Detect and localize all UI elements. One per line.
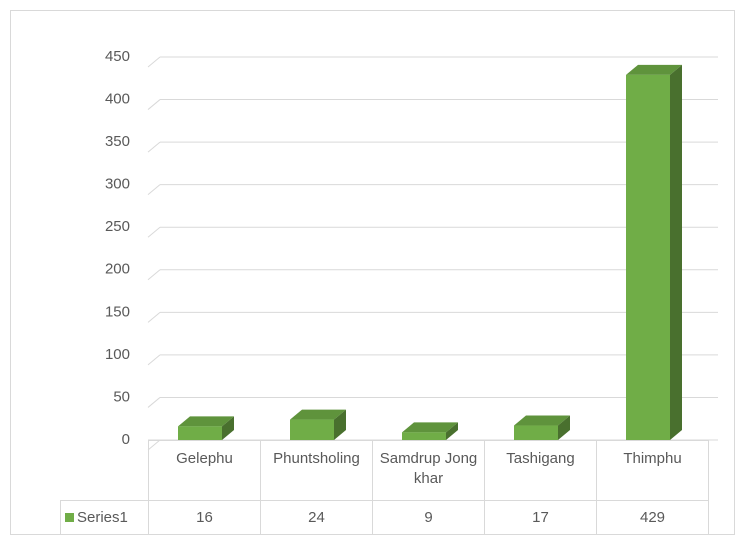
bar [626,74,670,440]
grid-line-side [147,311,161,323]
bar-side [558,415,570,440]
legend-key [65,513,74,522]
bar-top [514,415,570,426]
x-tick-label: Samdrup Jongkhar [372,440,485,501]
bar-top [402,422,458,433]
grid-line-side [147,397,161,408]
y-tick-label: 450 [105,48,130,65]
legend-label: Series1 [77,508,128,526]
x-tick-label: Tashigang [484,440,597,501]
y-tick-label: 0 [122,431,130,448]
bar-side [670,64,682,440]
grid-line-side [147,269,161,281]
grid-line-side [147,56,161,68]
y-tick-label: 150 [105,303,130,320]
bar-top [626,64,682,75]
grid-line-side [147,439,161,451]
y-tick-label: 100 [105,346,130,363]
bar-top [178,416,234,427]
data-table-value: 429 [596,500,709,535]
y-tick-label: 250 [105,218,130,235]
x-tick-label: Thimphu [596,440,709,501]
grid-line-side [147,354,161,366]
bar-side [334,409,346,440]
y-tick-label: 300 [105,176,130,193]
data-table-value: 24 [260,500,373,535]
y-tick-label: 350 [105,133,130,150]
bar [290,419,334,440]
grid-line-side [147,141,161,153]
bar-side [446,422,458,440]
bar [514,425,558,440]
bar [402,432,446,440]
y-tick-label: 50 [113,388,130,405]
bar [178,426,222,440]
y-tick-label: 200 [105,261,130,278]
bar-top [290,409,346,420]
x-tick-label: Phuntsholing [260,440,373,501]
data-table-value: 16 [148,500,261,535]
bar-side [222,416,234,440]
data-table-value: 17 [484,500,597,535]
x-tick-label: Gelephu [148,440,261,501]
grid-line-side [147,99,161,110]
data-table-value: 9 [372,500,485,535]
grid-line-side [147,184,161,196]
y-tick-label: 400 [105,91,130,108]
legend-cell: Series1 [60,500,149,535]
grid-line-side [147,226,161,238]
